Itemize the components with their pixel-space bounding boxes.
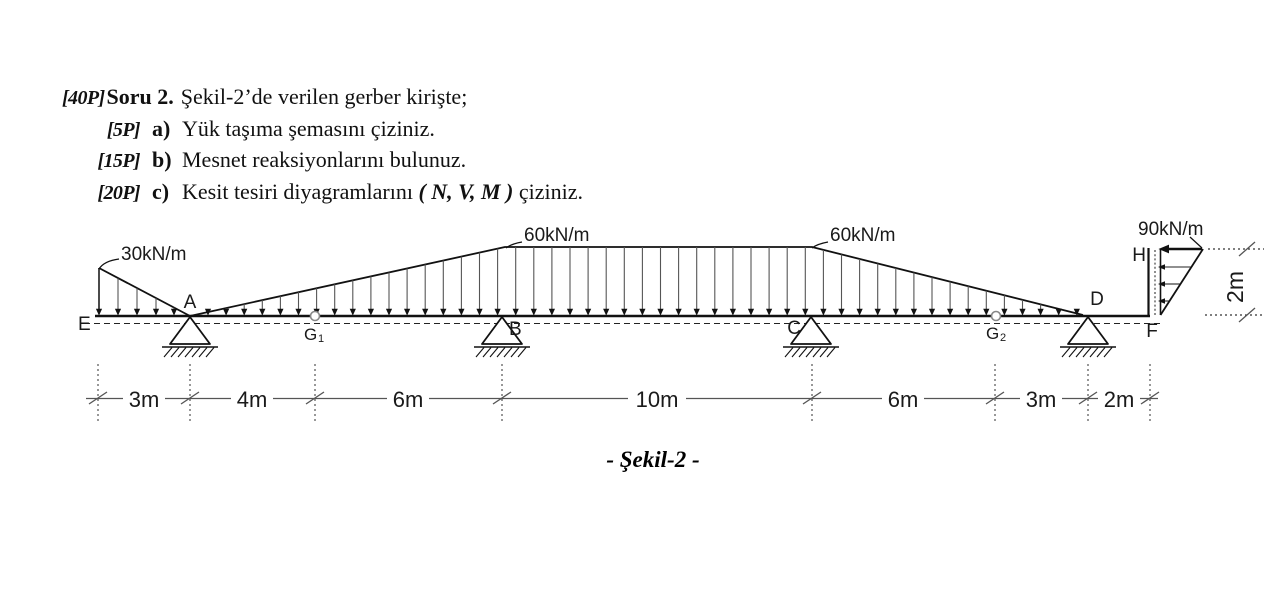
load-label-90: 90kN/m [1138,219,1203,240]
load-label-30: 30kN/m [121,244,186,265]
dim-label-4m: 4m [237,387,268,412]
points-badge-total: [40P] [62,87,105,109]
question-intro: Şekil-2’de verilen gerber kirişte; [180,84,468,109]
node-label-A: A [184,292,197,313]
item-letter: c) [152,178,170,204]
label-leaders [98,236,1203,270]
item-text: Kesit tesiri diyagramlarını ( N, V, M ) … [182,179,583,205]
hinge-G1 [309,310,321,322]
item-letter: b) [152,147,172,172]
height-dimension-marks [1205,241,1264,323]
dim-label-10m: 10m [636,387,679,412]
dim-label-6m-1: 6m [393,387,424,412]
node-label-F: F [1146,321,1158,342]
distributed-load-arrows [95,247,1080,316]
load-label-60-left: 60kN/m [524,225,589,246]
question-block: [40P] Soru 2. Şekil-2’de verilen gerber … [62,84,583,210]
load-label-60-right: 60kN/m [830,225,895,246]
item-text: Yük taşıma şemasını çiziniz. [182,116,435,142]
item-text-main: Yük taşıma şemasını çiziniz. [182,115,435,141]
item-text-main: Kesit tesiri diyagramlarını [182,178,419,204]
node-label-C: C [787,318,801,339]
question-item-b: [15P] b) Mesnet reaksiyonlarını bulunuz. [62,147,583,179]
hinge-G2 [990,310,1002,322]
question-title-line: [40P] Soru 2. Şekil-2’de verilen gerber … [62,84,583,116]
item-text-tail: çiziniz. [513,178,584,204]
item-letter: a) [152,115,171,141]
item-text-math: ( N, V, M ) [418,178,514,204]
points-badge: [15P] [97,150,140,172]
height-dim-label: 2m [1222,271,1248,303]
dim-label-2m: 2m [1104,387,1135,412]
item-text: Mesnet reaksiyonlarını bulunuz. [182,147,466,173]
hinge-label-G2: G [986,324,999,343]
dimension-line-group [86,364,1160,421]
node-label-E: E [78,314,91,335]
dim-label-6m-2: 6m [888,387,919,412]
points-badge: [5P] [106,118,141,141]
hinge-label-G2-sub: 2 [1000,332,1006,344]
node-label-H: H [1132,245,1146,266]
dim-label-3m-1: 3m [129,387,160,412]
node-label-D: D [1090,289,1104,310]
figure-labels: 30kN/m 60kN/m 60kN/m 90kN/m E A B C D F … [78,219,1248,472]
right-member [1147,248,1204,316]
item-text-main: Mesnet reaksiyonlarını bulunuz. [182,147,467,172]
load-envelope [98,246,1084,317]
dim-label-3m-2: 3m [1026,387,1057,412]
hinge-label-G1: G [304,325,317,344]
figure-caption: - Şekil-2 - [606,447,699,472]
question-item-c: [20P] c) Kesit tesiri diyagramlarını ( N… [62,179,583,211]
horizontal-load-arrows [1158,244,1202,304]
hinge-label-G1-sub: 1 [318,333,324,345]
points-badge: [20P] [97,181,140,204]
node-label-B: B [509,319,522,340]
question-number: Soru 2. [106,84,174,109]
question-item-a: [5P] a) Yük taşıma şemasını çiziniz. [62,116,583,148]
